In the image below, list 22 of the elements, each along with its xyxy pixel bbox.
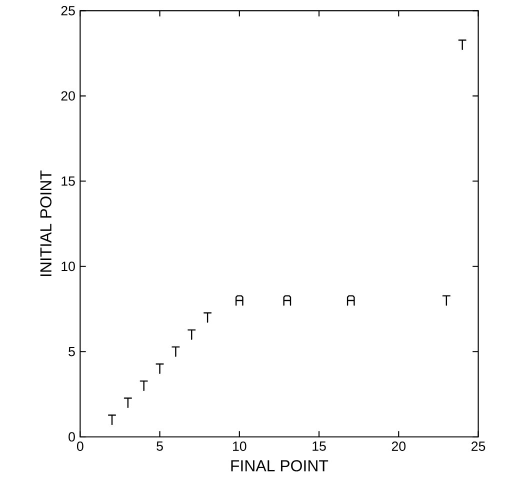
x-tick-label: 0 <box>76 441 84 451</box>
x-tick-label: 20 <box>392 441 406 451</box>
point <box>283 295 292 306</box>
x-axis-title: FINAL POINT <box>231 460 328 472</box>
point <box>235 295 244 306</box>
y-tick-label: 15 <box>62 176 75 186</box>
point <box>346 295 355 306</box>
x-tick-label: 15 <box>312 441 326 451</box>
y-tick-label: 5 <box>68 346 75 356</box>
point <box>203 312 212 323</box>
y-tick-label: 10 <box>62 262 75 271</box>
x-tick-label: 25 <box>472 441 486 451</box>
point <box>156 363 164 374</box>
point <box>124 397 132 408</box>
point <box>442 295 450 306</box>
y-tick-label: 0 <box>68 432 75 442</box>
y-tick-label: 20 <box>61 91 75 100</box>
y-axis-title: INITIAL POINT <box>40 170 52 276</box>
point <box>108 414 116 425</box>
x-tick-label: 10 <box>233 441 246 451</box>
y-tick-label: 25 <box>61 6 75 16</box>
x-tick-label: 5 <box>156 441 163 451</box>
